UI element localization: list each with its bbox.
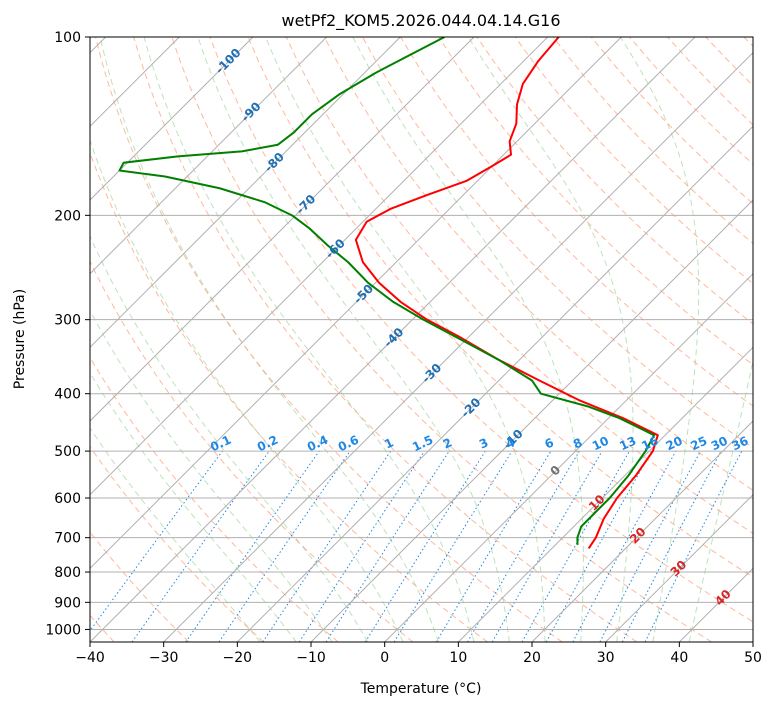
isotherm-line [310, 199, 753, 642]
mixing-ratio-label: 36 [730, 434, 751, 454]
mixing-ratio-line [545, 450, 653, 642]
mixing-ratio-label: 30 [709, 434, 730, 454]
x-tick-label: 10 [449, 650, 467, 666]
isotherm-line [90, 37, 696, 642]
x-tick-label: −10 [296, 650, 326, 666]
x-tick-label: −30 [149, 650, 179, 666]
x-tick-label: −40 [75, 650, 105, 666]
dry-adiabat-line [323, 37, 753, 491]
isotherm-line [90, 37, 254, 201]
plot-area: -100-90-80-70-60-50-40-30-20-10010203040… [90, 37, 753, 642]
moist-adiabat-line [90, 235, 369, 642]
moist-adiabat-line [90, 138, 404, 642]
x-axis-label: Temperature (°C) [360, 681, 482, 697]
mixing-ratio-line [90, 450, 223, 632]
isotherm-line [384, 272, 753, 642]
moist-adiabats [90, 37, 753, 642]
isotherm-line [605, 493, 753, 642]
isotherm-line [90, 37, 475, 422]
sounding-traces [118, 37, 659, 550]
y-tick-label: 400 [54, 387, 81, 403]
moist-adiabat-line [619, 37, 700, 642]
moist-adiabat-line [90, 309, 333, 642]
isotherm-line [531, 420, 753, 642]
chart-title: wetPf2_KOM5.2026.044.04.14.G16 [281, 11, 560, 31]
y-tick-label: 100 [54, 30, 81, 46]
mixing-ratio-line [298, 450, 425, 642]
moist-adiabat-line [90, 372, 297, 642]
y-axis-label: Pressure (hPa) [12, 289, 28, 389]
y-axis: 100 200 300 400 500 600 700 800 900 1000 [45, 30, 90, 638]
isotherm-line [90, 37, 401, 349]
dry-adiabat-line [209, 37, 753, 623]
mixing-ratio-line [131, 450, 270, 642]
isotherm-line [90, 37, 622, 570]
dry-adiabat-line [90, 356, 339, 642]
isobars [90, 37, 753, 630]
dry-adiabat-line [171, 37, 713, 642]
mixing-ratio-lines [90, 450, 743, 642]
x-tick-label: 20 [523, 650, 541, 666]
mixing-ratio-line [325, 450, 450, 642]
mixing-ratio-line [644, 450, 743, 642]
y-tick-label: 800 [54, 565, 81, 581]
mixing-ratio-label: 20 [664, 434, 685, 454]
isotherm-line [163, 51, 753, 642]
y-tick-label: 500 [54, 444, 81, 460]
mixing-ratio-line [218, 450, 351, 642]
mixing-ratio-line [262, 450, 392, 642]
temperature-trace [354, 37, 659, 550]
isotherm-line [457, 346, 753, 642]
y-tick-label: 200 [54, 208, 81, 224]
x-axis: −40 −30 −20 −10 0 10 20 30 40 50 [75, 642, 762, 666]
x-tick-label: 30 [597, 650, 615, 666]
x-tick-label: 50 [744, 650, 762, 666]
moist-adiabat-line [90, 427, 261, 642]
dry-adiabat-line [514, 37, 753, 285]
dry-adiabat-line [95, 37, 563, 642]
dry-adiabat-line [476, 37, 753, 325]
y-tick-label: 600 [54, 491, 81, 507]
dry-adiabat-line [133, 37, 638, 642]
y-tick-label: 1000 [45, 622, 81, 638]
dry-adiabat-line [90, 445, 264, 642]
dry-adiabats [90, 37, 753, 642]
mixing-ratio-label: 25 [688, 434, 709, 454]
isotherms [90, 37, 753, 642]
mixing-ratio-label: 16 [639, 434, 660, 454]
isotherm-line [90, 37, 549, 496]
dewpoint-trace [118, 37, 656, 545]
moist-adiabat-line [99, 37, 439, 642]
plot-frame [89, 36, 754, 643]
isotherm-line [90, 37, 328, 275]
mixing-ratio-label: 10 [590, 434, 611, 454]
x-tick-label: 0 [380, 650, 389, 666]
moist-adiabat-line [197, 37, 510, 642]
moist-adiabat-line [352, 37, 584, 642]
dry-adiabat-line [285, 37, 753, 534]
mixing-ratio-line [521, 450, 630, 642]
dry-adiabat-line [247, 37, 753, 578]
moist-adiabat-line [265, 37, 546, 642]
y-tick-label: 700 [54, 531, 81, 547]
y-tick-label: 900 [54, 595, 81, 611]
mixing-ratio-label: 13 [617, 434, 638, 454]
x-tick-label: 40 [670, 650, 688, 666]
y-tick-label: 300 [54, 313, 81, 329]
moist-adiabat-line [143, 37, 475, 642]
moist-adiabat-line [688, 358, 753, 642]
x-tick-label: −20 [223, 650, 253, 666]
mixing-ratio-line [393, 450, 513, 642]
mixing-ratio-line [572, 450, 677, 642]
mixing-ratio-line [185, 450, 320, 642]
isotherm-line [236, 125, 753, 642]
dry-adiabat-line [90, 260, 414, 642]
